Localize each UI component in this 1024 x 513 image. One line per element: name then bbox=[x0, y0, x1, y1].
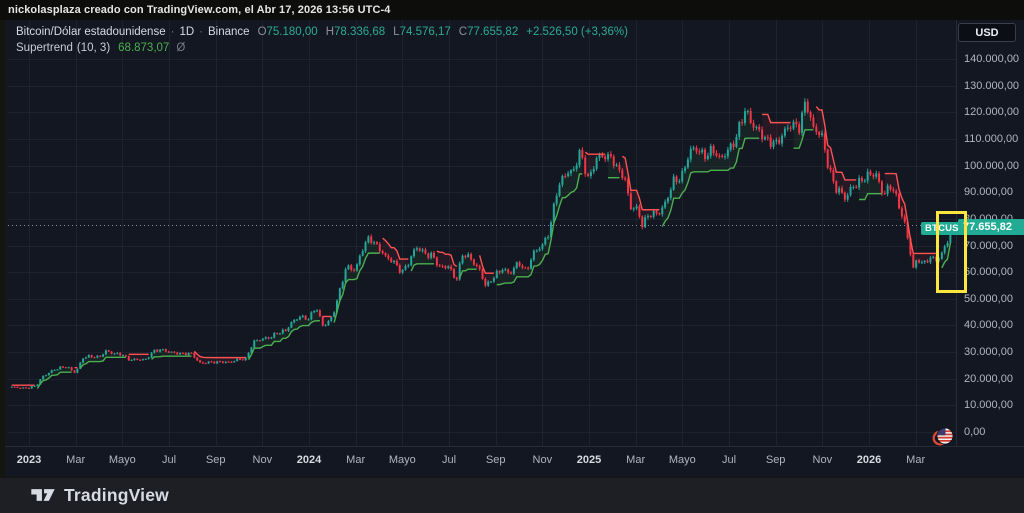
change-value: +2.526,50 (+3,36%) bbox=[526, 26, 628, 38]
indicator-params: (10, 3) bbox=[76, 42, 111, 54]
price-axis-label: 20.000,00 bbox=[964, 372, 1013, 385]
symbol-legend-row[interactable]: Bitcoin/Dólar estadounidense · 1D · Binance O… bbox=[16, 25, 628, 39]
price-axis-label: 70.000,00 bbox=[964, 239, 1013, 252]
high-label: H bbox=[325, 26, 334, 38]
time-axis-label: Mayo bbox=[108, 454, 136, 466]
time-axis-label: Mayo bbox=[388, 454, 416, 466]
close-value: 77.655,82 bbox=[467, 26, 519, 38]
low-value: 74.576,17 bbox=[399, 26, 451, 38]
price-axis-label: 120.000,00 bbox=[964, 106, 1020, 119]
low-label: L bbox=[393, 26, 400, 38]
price-axis-label: 100.000,00 bbox=[964, 159, 1020, 172]
time-axis-label: Nov bbox=[252, 454, 273, 466]
high-value: 78.336,68 bbox=[334, 26, 386, 38]
price-axis-label: 90.000,00 bbox=[964, 186, 1013, 199]
tradingview-logo[interactable]: TradingView bbox=[30, 485, 169, 506]
last-price-badge: 77.655,82 bbox=[958, 219, 1024, 235]
footer-bar: TradingView bbox=[0, 478, 1024, 513]
time-axis-label: Sep bbox=[765, 454, 786, 466]
time-axis-label: Jul bbox=[161, 454, 177, 466]
time-axis-label: Nov bbox=[812, 454, 833, 466]
time-axis-label: Jul bbox=[721, 454, 737, 466]
time-axis-label: Sep bbox=[205, 454, 226, 466]
time-axis-label: Mar bbox=[346, 454, 366, 466]
time-axis-label: Mar bbox=[66, 454, 86, 466]
price-axis-label: 60.000,00 bbox=[964, 266, 1013, 279]
time-axis-label: Mar bbox=[906, 454, 926, 466]
time-axis-label: Jul bbox=[441, 454, 457, 466]
legend-separator: · bbox=[199, 26, 203, 38]
time-axis-label: 2024 bbox=[296, 454, 322, 466]
price-axis-label: 10.000,00 bbox=[964, 399, 1013, 412]
indicator-value: 68.873,07 bbox=[118, 42, 170, 54]
price-axis-label: 0,00 bbox=[964, 426, 986, 438]
time-axis-label: Mayo bbox=[668, 454, 696, 466]
time-axis-label: Sep bbox=[485, 454, 506, 466]
close-label: C bbox=[458, 26, 468, 38]
timeframe-label: 1D bbox=[179, 26, 195, 38]
indicator-legend-row[interactable]: Supertrend (10, 3) 68.873,07 Ø bbox=[16, 41, 628, 55]
time-axis[interactable]: 2023 Mar Mayo Jul Sep Nov 2024 Mar Mayo Jul Sep Nov… bbox=[5, 446, 1024, 478]
time-axis-label: Nov bbox=[532, 454, 553, 466]
open-label: O bbox=[257, 26, 267, 38]
price-axis-label: 110.000,00 bbox=[964, 132, 1019, 145]
time-axis-label: 2023 bbox=[16, 454, 42, 466]
exchange-label: Binance bbox=[208, 26, 250, 38]
tradingview-logo-text: TradingView bbox=[64, 485, 169, 505]
price-axis[interactable]: 140.000,00 130.000,00 120.000,00 110.000,00… bbox=[956, 20, 1024, 446]
price-axis-label: 140.000,00 bbox=[964, 53, 1020, 65]
btcusd-pair-logo-icon bbox=[932, 427, 954, 446]
price-axis-label: 130.000,00 bbox=[964, 79, 1020, 92]
indicator-hidden-icon[interactable]: Ø bbox=[176, 42, 186, 54]
legend-separator: · bbox=[170, 26, 175, 38]
tradingview-logo-icon bbox=[31, 489, 55, 501]
price-chart-canvas[interactable] bbox=[0, 0, 1024, 478]
price-axis-label: 50.000,00 bbox=[964, 292, 1013, 305]
price-axis-label: 40.000,00 bbox=[964, 319, 1013, 332]
time-axis-label: 2025 bbox=[576, 454, 602, 466]
time-axis-label: Mar bbox=[626, 454, 646, 466]
price-axis-label: 30.000,00 bbox=[964, 346, 1013, 359]
legend: Bitcoin/Dólar estadounidense · 1D · Binance O… bbox=[16, 25, 628, 55]
currency-usd-button[interactable]: USD bbox=[958, 23, 1016, 42]
highlight-rectangle[interactable] bbox=[936, 211, 967, 293]
symbol-title: Bitcoin/Dólar estadounidense bbox=[16, 26, 166, 38]
indicator-name: Supertrend bbox=[16, 42, 73, 54]
open-value: 75.180,00 bbox=[266, 26, 318, 38]
time-axis-label: 2026 bbox=[856, 454, 882, 466]
symbol-price-tag: BTCUSD bbox=[921, 222, 970, 235]
